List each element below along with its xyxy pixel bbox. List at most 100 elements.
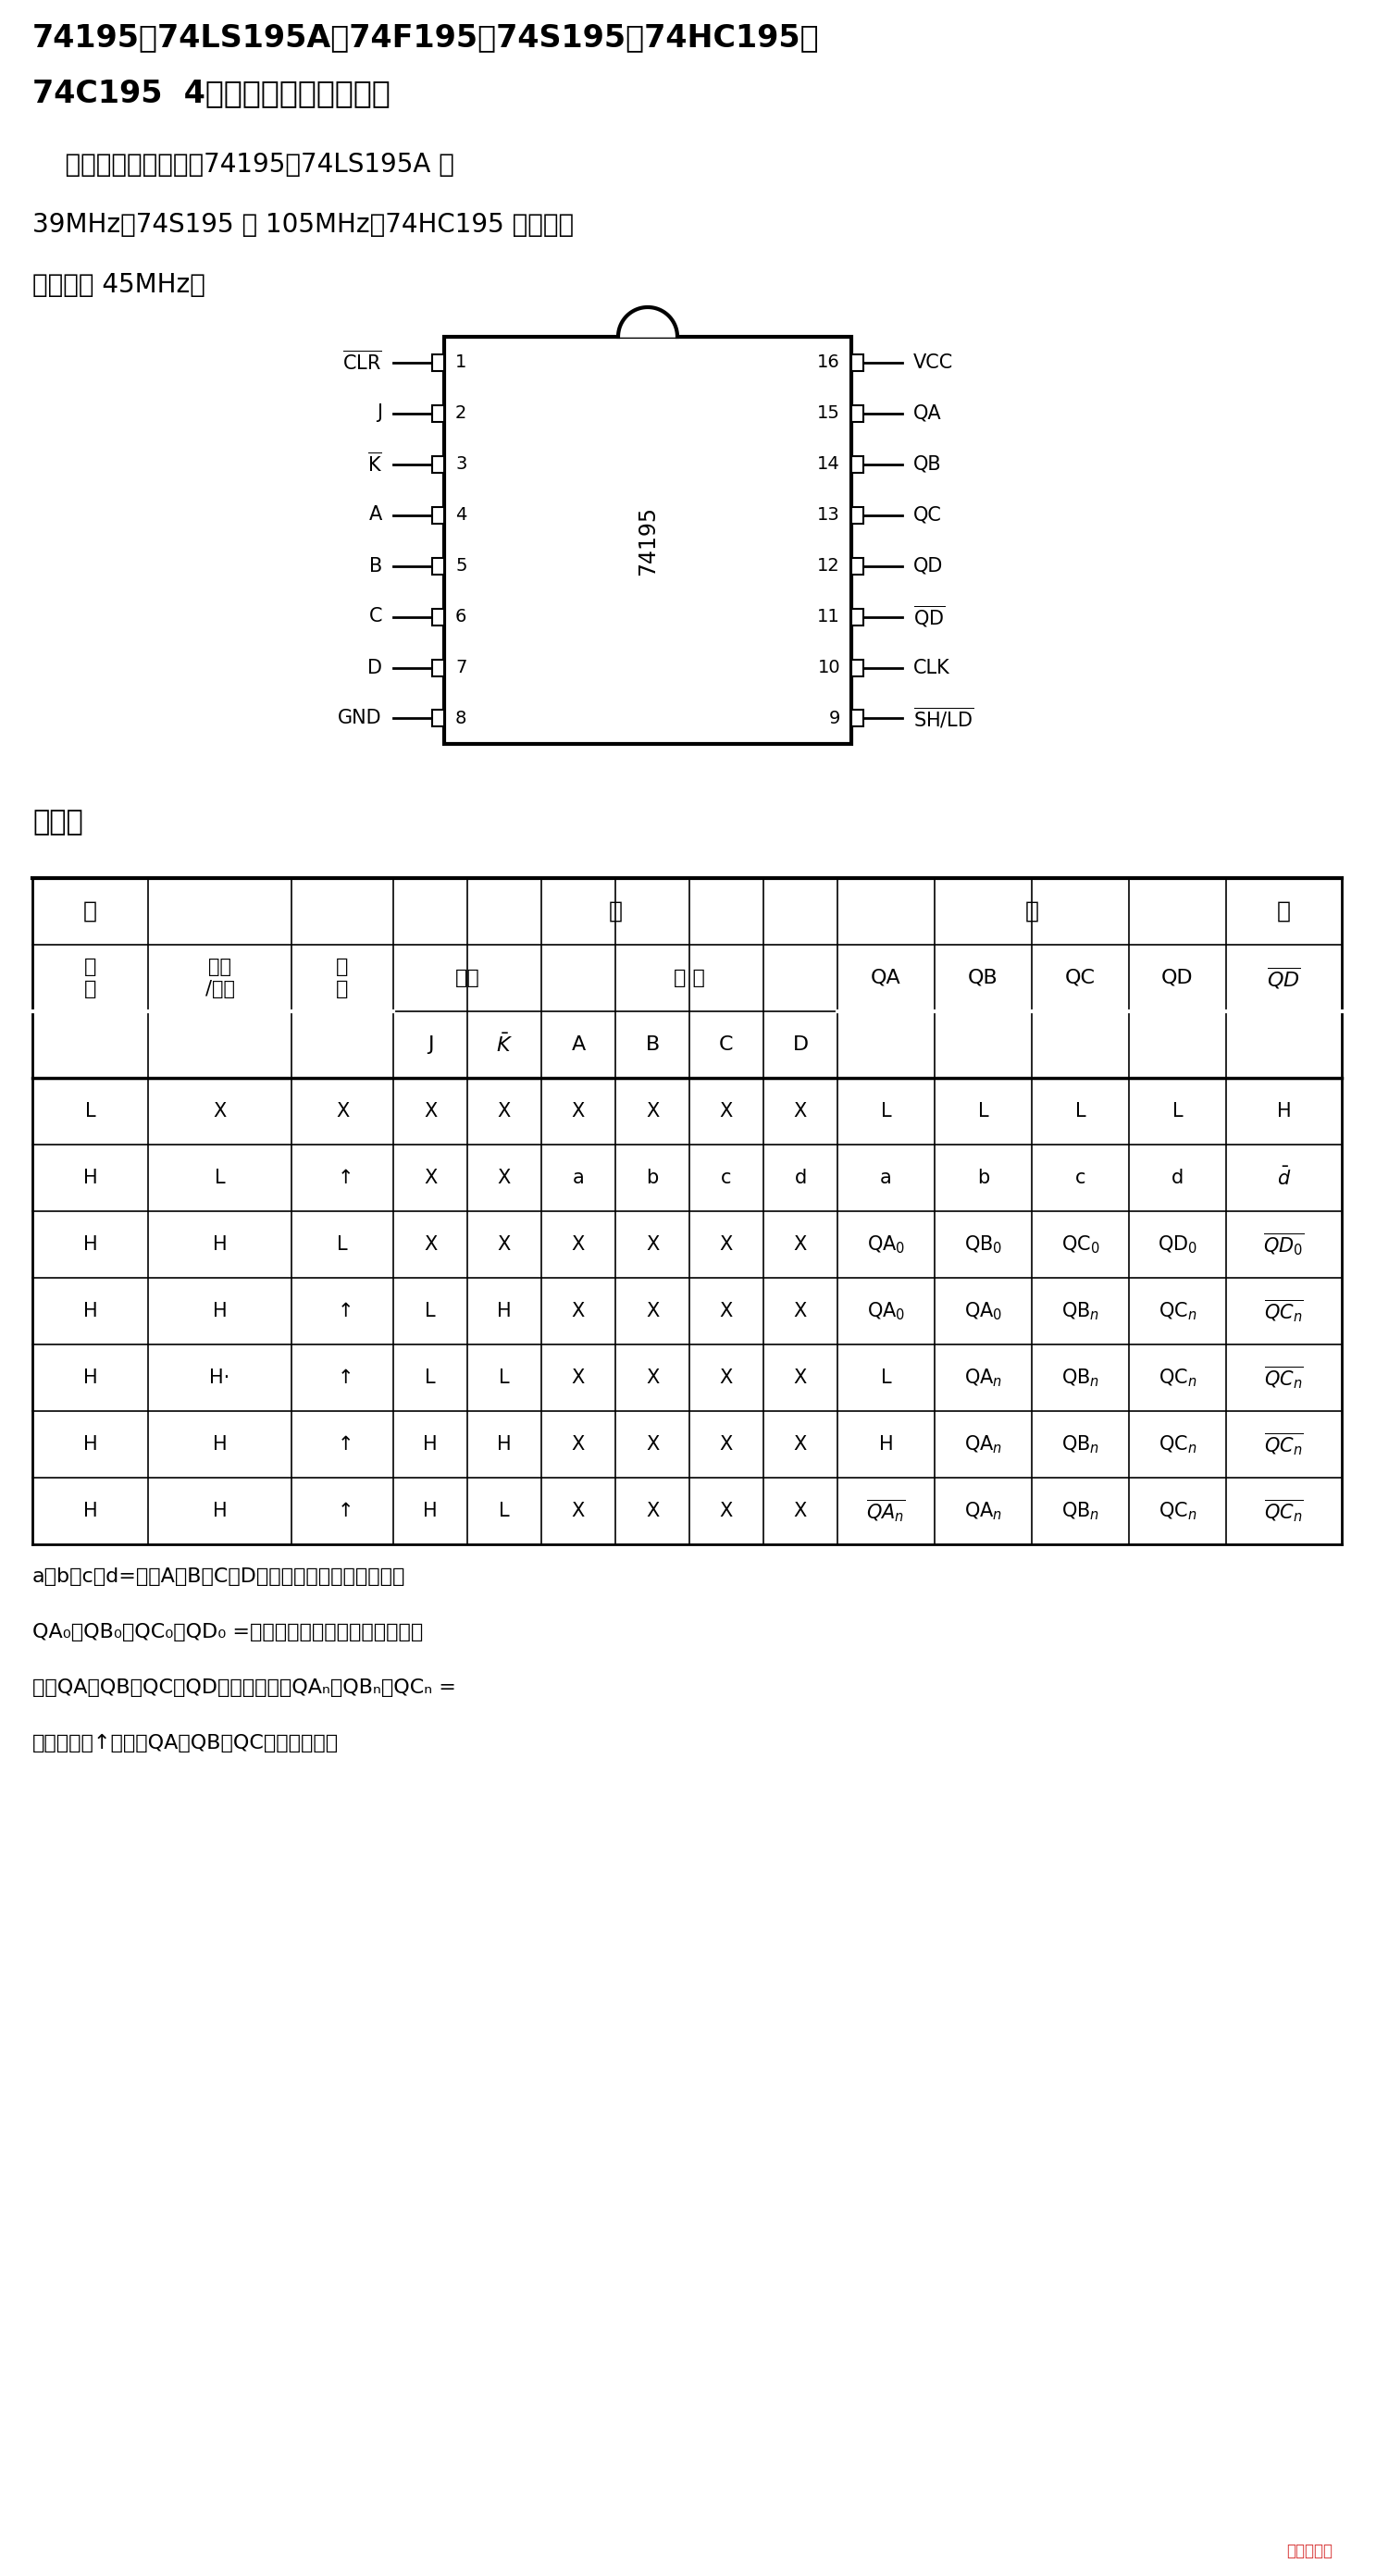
Text: 典型最高时钟频率：74195、74LS195A 为: 典型最高时钟频率：74195、74LS195A 为 bbox=[33, 152, 454, 178]
Text: a、b、c、d=输入A、B、C或D端相应的稳定态输入电平。: a、b、c、d=输入A、B、C或D端相应的稳定态输入电平。 bbox=[33, 1566, 406, 1587]
Bar bbox=[852, 404, 863, 422]
Text: $\overline{\rm QD}$: $\overline{\rm QD}$ bbox=[914, 603, 945, 629]
Text: QD: QD bbox=[914, 556, 944, 574]
Text: X: X bbox=[572, 1368, 585, 1386]
Text: X: X bbox=[794, 1435, 806, 1453]
Text: $\overline{QC_n}$: $\overline{QC_n}$ bbox=[1265, 1497, 1304, 1525]
Text: H: H bbox=[83, 1301, 98, 1321]
Bar bbox=[444, 337, 852, 744]
Text: QB$_n$: QB$_n$ bbox=[1061, 1432, 1099, 1455]
Text: QB: QB bbox=[969, 969, 999, 987]
Text: L: L bbox=[1172, 1103, 1183, 1121]
Text: QC: QC bbox=[1065, 969, 1095, 987]
Text: c: c bbox=[721, 1170, 732, 1188]
Text: X: X bbox=[498, 1103, 510, 1121]
Text: 12: 12 bbox=[817, 556, 841, 574]
Text: $\uparrow$: $\uparrow$ bbox=[333, 1170, 351, 1188]
Bar bbox=[852, 659, 863, 675]
Text: L: L bbox=[425, 1368, 436, 1386]
Text: $\uparrow$: $\uparrow$ bbox=[333, 1435, 351, 1453]
Bar bbox=[852, 353, 863, 371]
Text: 7: 7 bbox=[455, 659, 466, 677]
Text: QC: QC bbox=[914, 505, 943, 523]
Text: QB$_n$: QB$_n$ bbox=[1061, 1301, 1099, 1321]
Text: 输: 输 bbox=[84, 899, 98, 922]
Text: $\overline{QA_n}$: $\overline{QA_n}$ bbox=[867, 1497, 905, 1525]
Text: 74195: 74195 bbox=[637, 505, 659, 574]
Text: X: X bbox=[424, 1170, 438, 1188]
Text: L: L bbox=[499, 1368, 509, 1386]
Text: B: B bbox=[645, 1036, 659, 1054]
Text: QC$_n$: QC$_n$ bbox=[1159, 1499, 1197, 1522]
Text: 8: 8 bbox=[455, 711, 466, 726]
Text: L: L bbox=[978, 1103, 988, 1121]
Text: X: X bbox=[794, 1103, 806, 1121]
Text: H: H bbox=[212, 1301, 227, 1321]
Text: H: H bbox=[83, 1170, 98, 1188]
Text: X: X bbox=[336, 1103, 350, 1121]
Text: $\bar{d}$: $\bar{d}$ bbox=[1277, 1167, 1291, 1190]
Text: 74195、74LS195A、74F195、74S195、74HC195、: 74195、74LS195A、74F195、74S195、74HC195、 bbox=[33, 23, 820, 52]
Text: QB$_n$: QB$_n$ bbox=[1061, 1499, 1099, 1522]
Text: X: X bbox=[572, 1103, 585, 1121]
Text: X: X bbox=[645, 1435, 659, 1453]
Text: QC$_n$: QC$_n$ bbox=[1159, 1432, 1197, 1455]
Text: 13: 13 bbox=[817, 505, 841, 523]
Text: L: L bbox=[425, 1301, 436, 1321]
Text: b: b bbox=[647, 1170, 659, 1188]
Text: X: X bbox=[645, 1502, 659, 1520]
Text: C: C bbox=[369, 608, 383, 626]
Text: $\uparrow$: $\uparrow$ bbox=[333, 1368, 351, 1386]
Text: L: L bbox=[1075, 1103, 1086, 1121]
Bar bbox=[432, 608, 444, 626]
Text: X: X bbox=[720, 1368, 733, 1386]
Text: 2: 2 bbox=[455, 404, 466, 422]
Text: 出: 出 bbox=[1277, 899, 1291, 922]
Text: 39MHz，74S195 为 105MHz，74HC195 的典型工: 39MHz，74S195 为 105MHz，74HC195 的典型工 bbox=[33, 211, 574, 237]
Text: 串行: 串行 bbox=[455, 969, 480, 987]
Text: a: a bbox=[881, 1170, 892, 1188]
Bar bbox=[432, 353, 444, 371]
Text: 3: 3 bbox=[455, 456, 466, 474]
Text: L: L bbox=[881, 1103, 892, 1121]
Text: $\uparrow$: $\uparrow$ bbox=[333, 1502, 351, 1520]
Text: L: L bbox=[499, 1502, 509, 1520]
Text: $\overline{\rm SH/LD}$: $\overline{\rm SH/LD}$ bbox=[914, 706, 974, 732]
Text: H: H bbox=[422, 1435, 438, 1453]
Text: QA$_n$: QA$_n$ bbox=[965, 1499, 1002, 1522]
Text: $\overline{\rm K}$: $\overline{\rm K}$ bbox=[367, 453, 383, 477]
Text: 输: 输 bbox=[1025, 899, 1039, 922]
Text: X: X bbox=[572, 1301, 585, 1321]
Text: H: H bbox=[83, 1435, 98, 1453]
Text: X: X bbox=[572, 1502, 585, 1520]
Text: 前，QA、QB、QC或QD相应的电平。QAₙ、QBₙ、QCₙ =: 前，QA、QB、QC或QD相应的电平。QAₙ、QBₙ、QCₙ = bbox=[33, 1680, 455, 1698]
Text: H: H bbox=[212, 1435, 227, 1453]
Text: c: c bbox=[1075, 1170, 1086, 1188]
Text: H: H bbox=[83, 1502, 98, 1520]
Text: L: L bbox=[215, 1170, 226, 1188]
Text: X: X bbox=[645, 1368, 659, 1386]
Text: 10: 10 bbox=[817, 659, 841, 677]
Text: X: X bbox=[720, 1103, 733, 1121]
Text: A: A bbox=[369, 505, 383, 523]
Text: L: L bbox=[85, 1103, 95, 1121]
Text: X: X bbox=[720, 1435, 733, 1453]
Text: J: J bbox=[377, 404, 383, 422]
Text: 16: 16 bbox=[817, 353, 841, 371]
Text: QA: QA bbox=[914, 404, 941, 422]
Bar bbox=[852, 711, 863, 726]
Text: QC$_n$: QC$_n$ bbox=[1159, 1301, 1197, 1321]
Text: QB$_n$: QB$_n$ bbox=[1061, 1368, 1099, 1388]
Text: $\overline{\rm CLR}$: $\overline{\rm CLR}$ bbox=[343, 350, 383, 374]
Text: QB$_0$: QB$_0$ bbox=[965, 1234, 1002, 1255]
Text: QD$_0$: QD$_0$ bbox=[1157, 1234, 1197, 1255]
Bar bbox=[432, 659, 444, 675]
Text: H: H bbox=[422, 1502, 438, 1520]
Text: QA$_0$: QA$_0$ bbox=[867, 1301, 905, 1321]
Bar bbox=[432, 456, 444, 471]
Text: X: X bbox=[213, 1103, 227, 1121]
Text: 74C195  4位并行存取移位寄存器: 74C195 4位并行存取移位寄存器 bbox=[33, 77, 391, 108]
Text: H·: H· bbox=[209, 1368, 230, 1386]
Text: H: H bbox=[212, 1502, 227, 1520]
Text: X: X bbox=[572, 1236, 585, 1255]
